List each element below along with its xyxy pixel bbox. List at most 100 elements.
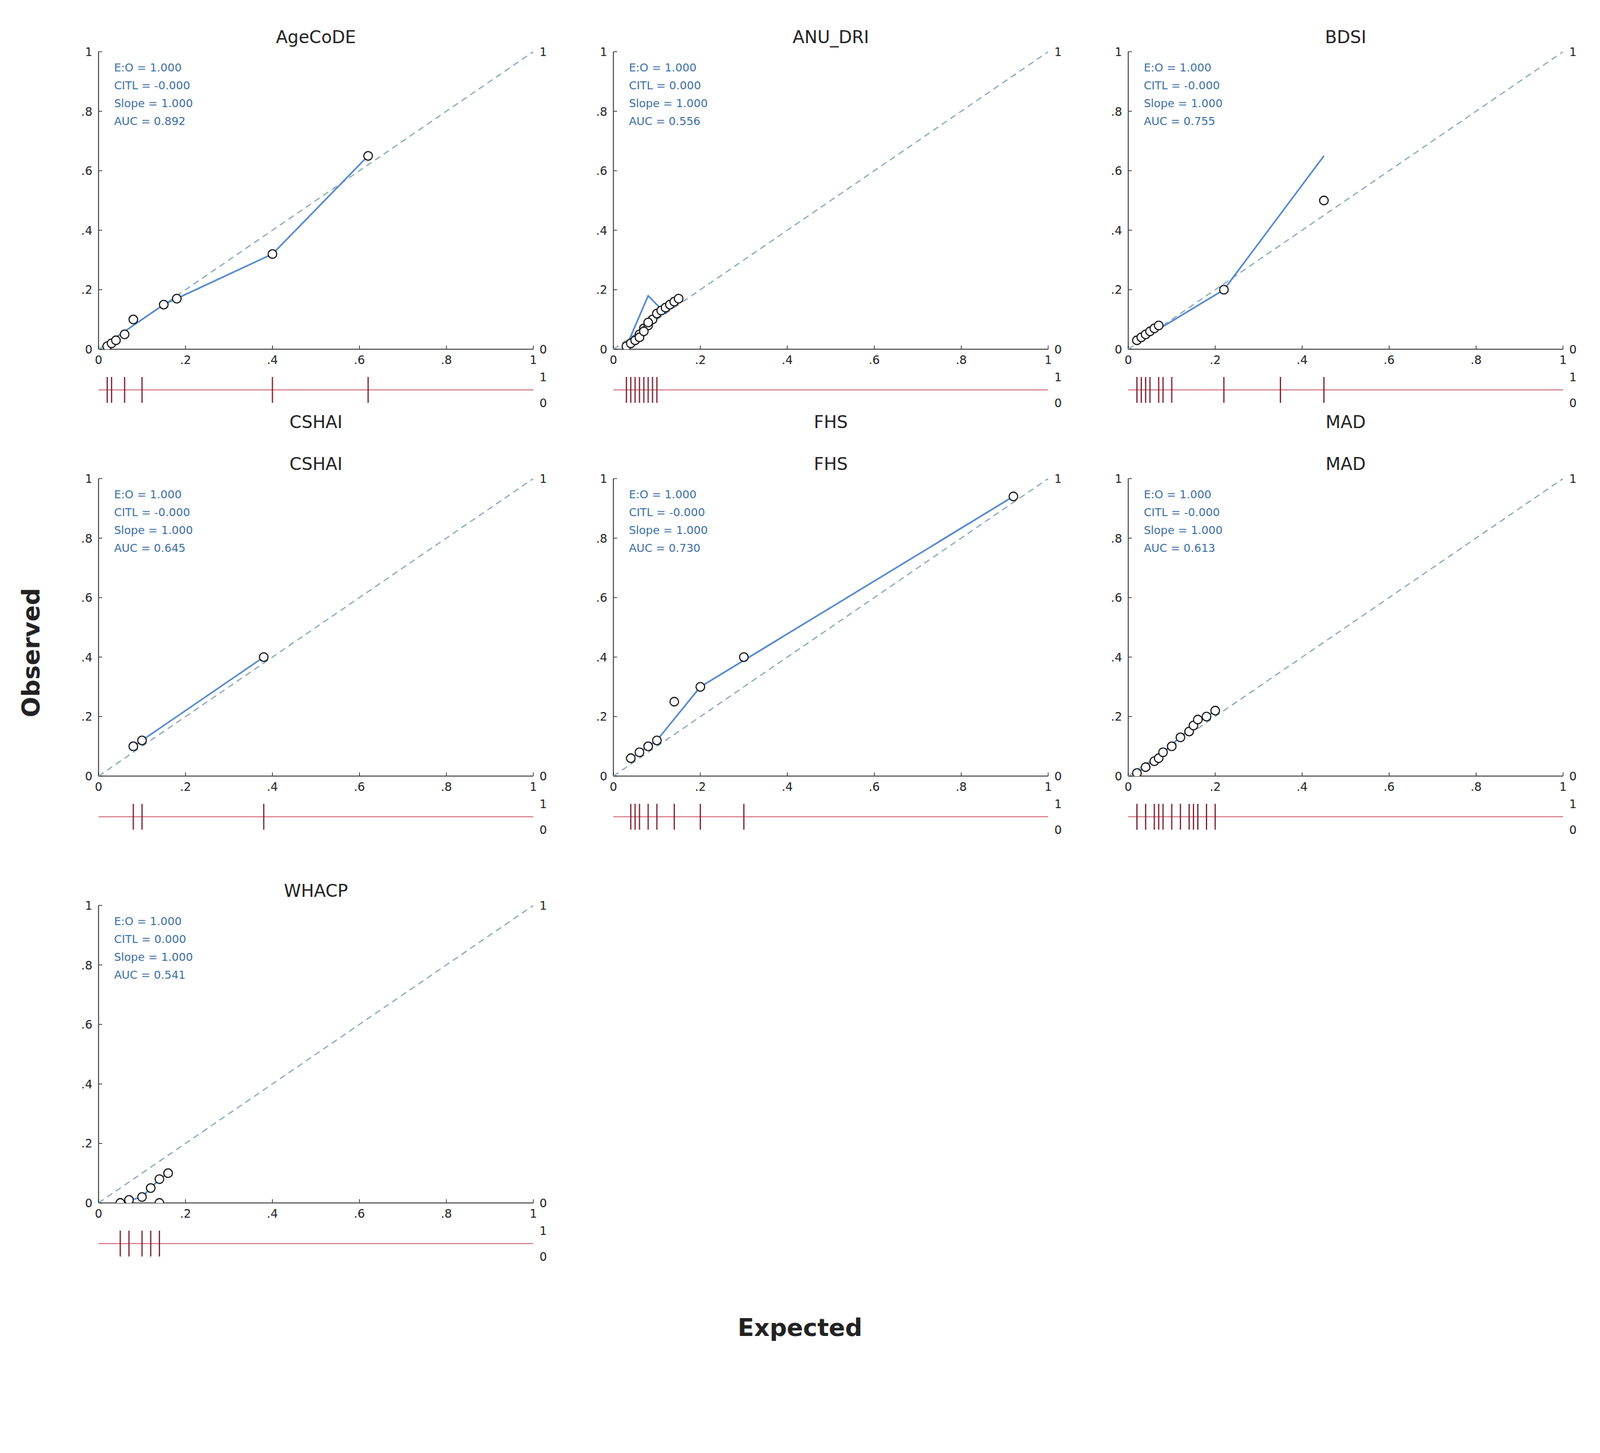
point bbox=[128, 315, 138, 324]
x-tick-label: 1 bbox=[1044, 779, 1052, 794]
stats-annotation: E:O = 1.000CITL = -0.000Slope = 1.000AUC… bbox=[113, 487, 193, 555]
point bbox=[639, 327, 648, 336]
point bbox=[124, 1195, 134, 1203]
rug-tick bbox=[647, 376, 649, 403]
x-tick bbox=[1215, 345, 1216, 350]
x-axis-line bbox=[613, 775, 1049, 777]
x-tick bbox=[1301, 772, 1303, 776]
point bbox=[1167, 742, 1177, 751]
point bbox=[1202, 711, 1211, 721]
rug-tick bbox=[1205, 803, 1208, 830]
point bbox=[172, 294, 182, 304]
rug-side-label: 1 bbox=[1569, 370, 1577, 384]
point bbox=[1219, 285, 1229, 294]
x-tick-label: .8 bbox=[1470, 352, 1482, 367]
x-tick-label: .2 bbox=[694, 352, 706, 367]
y-tick bbox=[1128, 597, 1132, 598]
point bbox=[1319, 196, 1329, 206]
stats-line: CITL = 0.000 bbox=[113, 932, 186, 946]
x-tick-label: 1 bbox=[1559, 779, 1567, 794]
y-tick-label: .2 bbox=[81, 709, 93, 724]
x-tick-label: .6 bbox=[868, 779, 881, 794]
plot-area bbox=[1128, 51, 1564, 350]
rug-side-label: 0 bbox=[1569, 395, 1577, 410]
point bbox=[155, 1174, 164, 1184]
x-tick bbox=[532, 345, 534, 350]
x-tick bbox=[700, 772, 701, 776]
rug-tick bbox=[141, 803, 143, 830]
x-tick-label: .8 bbox=[1470, 779, 1482, 794]
y-axis-line bbox=[612, 478, 615, 776]
side-label: 0 bbox=[1569, 769, 1577, 783]
rug-tick bbox=[673, 803, 675, 830]
point bbox=[643, 318, 653, 328]
rug-baseline bbox=[613, 389, 1049, 391]
stats-annotation: E:O = 1.000CITL = -0.000Slope = 1.000AUC… bbox=[113, 60, 193, 128]
rug-tick bbox=[262, 803, 265, 830]
y-tick-label: .6 bbox=[596, 590, 608, 605]
stats-line: Slope = 1.000 bbox=[628, 523, 708, 537]
stats-line: AUC = 0.556 bbox=[628, 114, 701, 128]
x-tick bbox=[873, 345, 875, 350]
point bbox=[695, 682, 705, 691]
stats-line: Slope = 1.000 bbox=[1143, 523, 1223, 537]
rug-tick bbox=[119, 1230, 121, 1257]
y-tick-label: .8 bbox=[81, 104, 93, 119]
y-tick bbox=[98, 597, 103, 598]
rug-tick bbox=[1188, 803, 1190, 830]
y-tick-label: .6 bbox=[81, 1017, 93, 1031]
x-tick-label: .4 bbox=[266, 352, 278, 367]
reference-line bbox=[613, 51, 1049, 350]
y-tick-label: .2 bbox=[596, 282, 608, 297]
y-axis-line bbox=[97, 478, 100, 776]
y-tick bbox=[613, 716, 618, 717]
x-tick bbox=[1301, 345, 1303, 350]
x-tick bbox=[532, 1199, 534, 1203]
x-tick-label: .4 bbox=[781, 352, 793, 367]
x-tick bbox=[359, 1199, 360, 1203]
x-tick bbox=[1047, 772, 1049, 776]
y-axis-line bbox=[612, 51, 615, 350]
y-tick bbox=[613, 51, 618, 52]
y-tick bbox=[1128, 537, 1132, 539]
y-tick-label: .2 bbox=[1111, 282, 1123, 297]
x-tick-label: .6 bbox=[354, 352, 366, 367]
rug bbox=[1128, 376, 1564, 403]
point bbox=[634, 747, 644, 757]
y-tick bbox=[1128, 477, 1132, 479]
rug-tick bbox=[1171, 376, 1173, 403]
stats-line: Slope = 1.000 bbox=[1143, 96, 1223, 110]
y-tick-label: 0 bbox=[84, 1195, 93, 1210]
x-tick-label: .2 bbox=[1209, 779, 1221, 794]
stats-annotation: E:O = 1.000CITL = -0.000Slope = 1.000AUC… bbox=[1143, 487, 1223, 555]
rug bbox=[613, 803, 1049, 830]
rug-tick bbox=[158, 1230, 161, 1257]
stats-line: E:O = 1.000 bbox=[1143, 487, 1212, 501]
y-tick-label: .2 bbox=[81, 1136, 93, 1150]
x-tick-label: .8 bbox=[440, 779, 453, 794]
rug-tick bbox=[123, 376, 126, 403]
plot-area bbox=[613, 478, 1049, 776]
x-tick-label: .4 bbox=[266, 779, 278, 794]
stats-line: Slope = 1.000 bbox=[113, 950, 193, 964]
y-tick-label: 0 bbox=[1114, 769, 1123, 783]
rug-side-label: 1 bbox=[1569, 796, 1577, 811]
point bbox=[1132, 768, 1142, 776]
reference-line bbox=[98, 478, 534, 776]
stats-line: CITL = -0.000 bbox=[113, 505, 190, 519]
rug-tick bbox=[699, 803, 701, 830]
panel-title: CSHAI bbox=[289, 453, 343, 475]
x-tick bbox=[1047, 345, 1049, 350]
x-tick bbox=[445, 345, 447, 350]
x-tick bbox=[185, 772, 186, 776]
rug-tick bbox=[634, 376, 636, 403]
point bbox=[1176, 732, 1185, 742]
y-tick-label: 0 bbox=[599, 769, 608, 783]
point bbox=[137, 1192, 147, 1201]
y-tick bbox=[1128, 229, 1132, 231]
reference-line bbox=[98, 905, 534, 1203]
y-tick bbox=[613, 656, 618, 658]
y-tick bbox=[98, 229, 103, 231]
x-tick-label: 1 bbox=[1044, 352, 1052, 367]
rug-side-label: 0 bbox=[539, 1249, 547, 1264]
